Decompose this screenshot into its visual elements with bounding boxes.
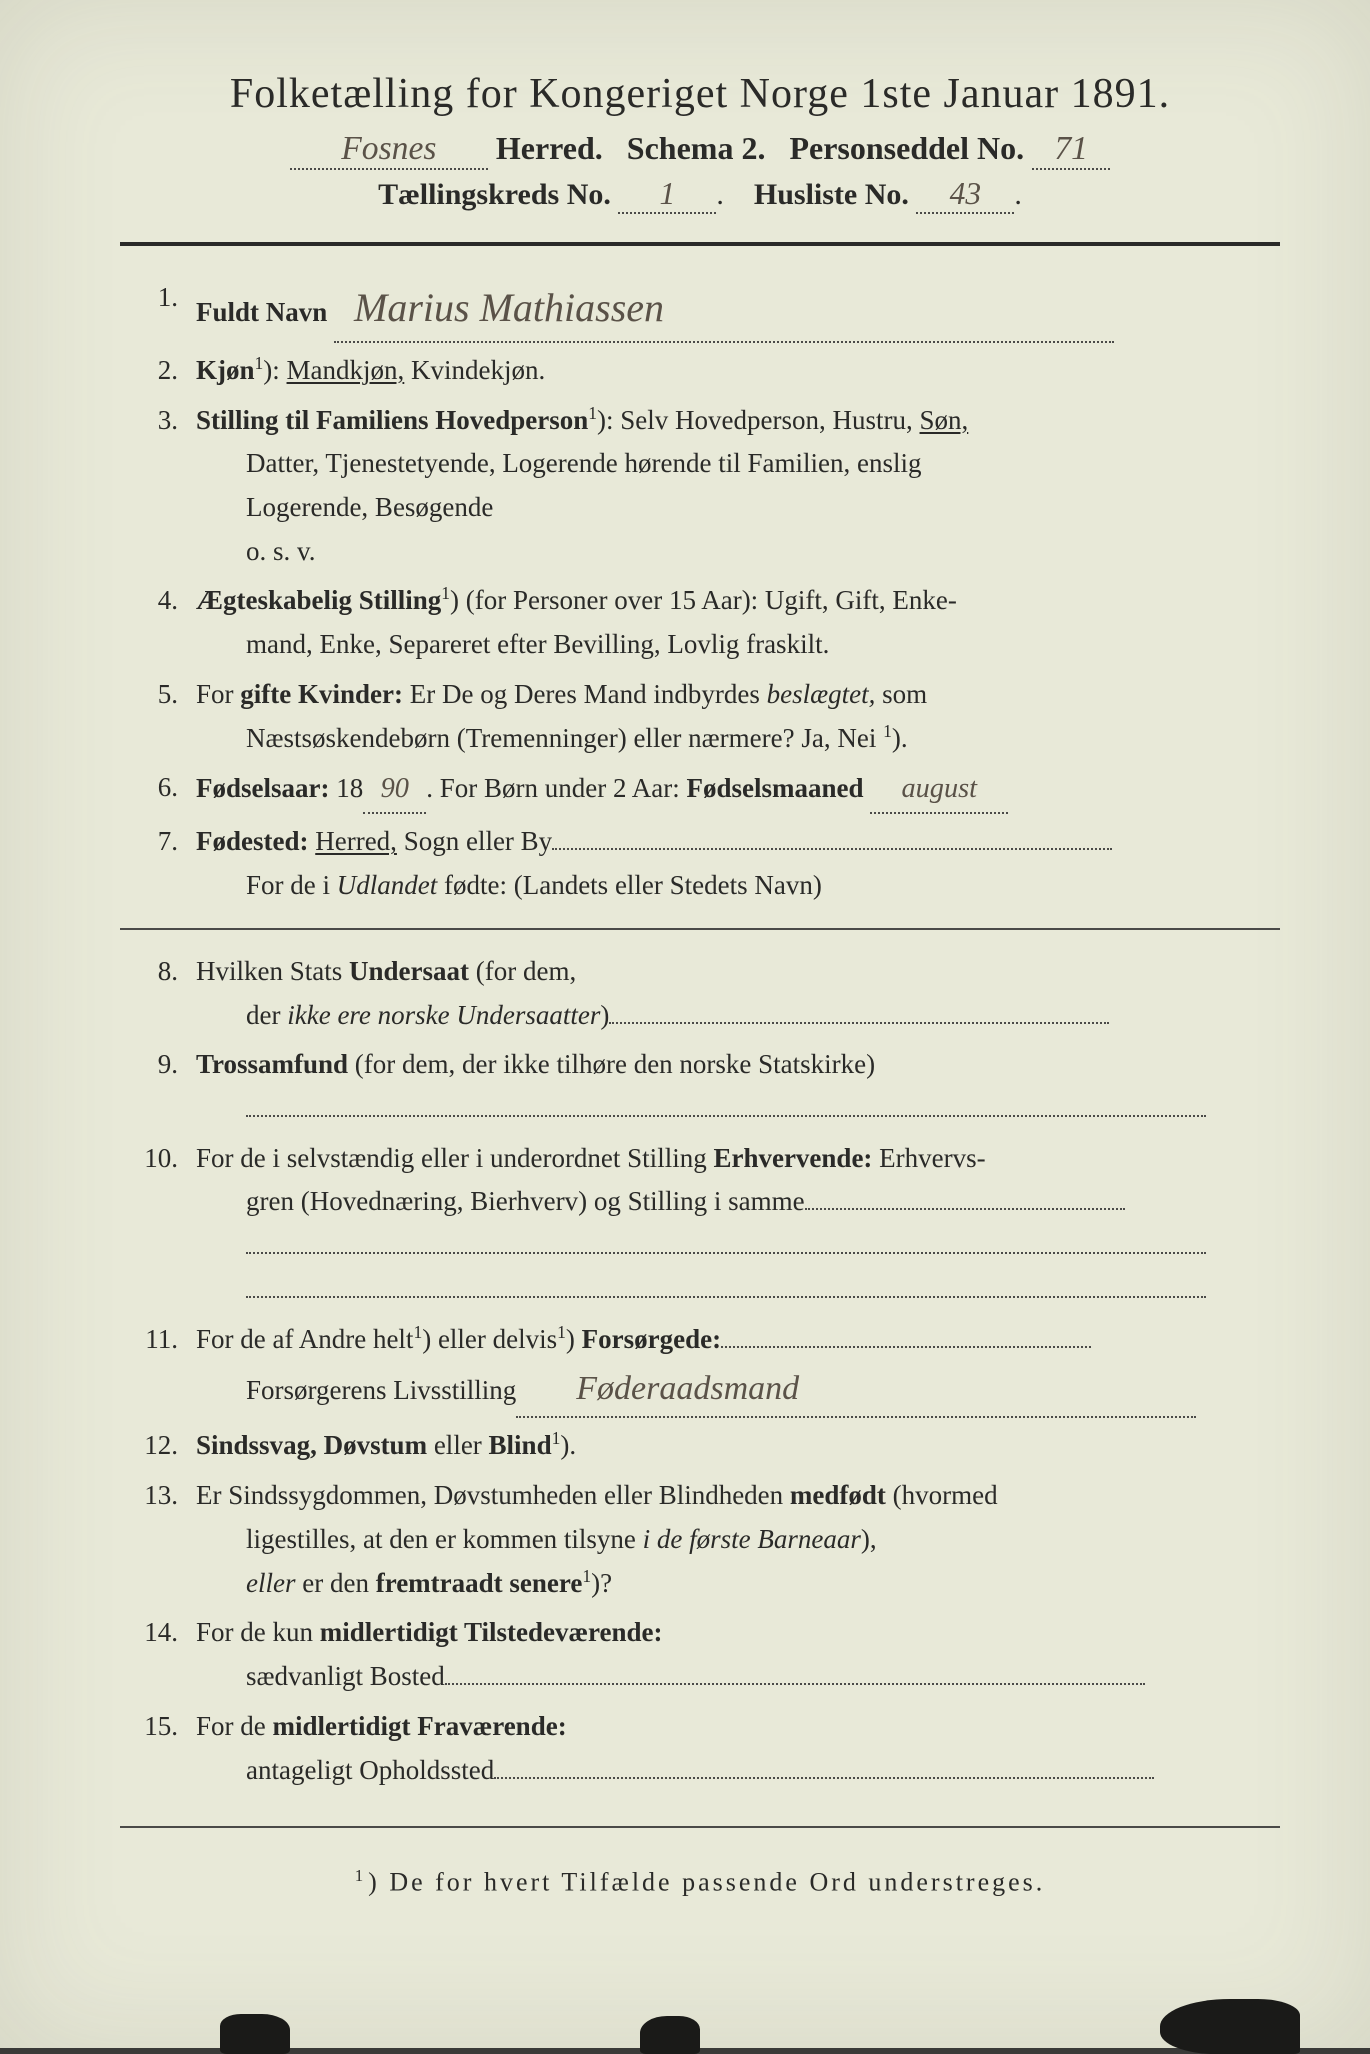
item-2: 2. Kjøn1): Mandkjøn, KKvindekjøn.vindekj…: [120, 349, 1280, 393]
item-7: 7. Fødested: Herred, Sogn eller By For d…: [120, 820, 1280, 907]
paper-damage-icon: [1160, 1999, 1300, 2054]
form-items: 1. Fuldt Navn Marius Mathiassen 2. Kjøn1…: [120, 276, 1280, 1792]
husliste-label: Husliste No.: [754, 178, 909, 211]
item-14: 14. For de kun midlertidigt Tilstedevære…: [120, 1611, 1280, 1698]
census-form-page: Folketælling for Kongeriget Norge 1ste J…: [0, 0, 1370, 2048]
herred-label: Herred.: [496, 130, 603, 166]
kjon-label: Kjøn: [196, 355, 255, 385]
item-6: 6. Fødselsaar: 1890. For Børn under 2 Aa…: [120, 766, 1280, 814]
blind-label: Blind: [489, 1430, 552, 1460]
item-3: 3. Stilling til Familiens Hovedperson1):…: [120, 399, 1280, 574]
fuldt-navn-label: Fuldt Navn: [196, 297, 327, 327]
item-8: 8. Hvilken Stats Undersaat (for dem, der…: [120, 950, 1280, 1037]
schema-label: Schema 2.: [627, 130, 766, 166]
item-13: 13. Er Sindssygdommen, Døvstumheden elle…: [120, 1474, 1280, 1605]
aegteskab-label: Ægteskabelig Stilling: [196, 585, 441, 615]
fuldt-navn-value: Marius Mathiassen: [334, 276, 1114, 343]
item-5: 5. For gifte Kvinder: Er De og Deres Man…: [120, 673, 1280, 760]
header-line-2: Fosnes Herred. Schema 2. Personseddel No…: [120, 130, 1280, 170]
fodselsmaaned-label: Fødselsmaaned: [686, 773, 863, 803]
paper-damage-icon: [640, 2016, 700, 2054]
header-line-3: Tællingskreds No. 1. Husliste No. 43.: [120, 176, 1280, 214]
kjon-kvinde-prefix: K: [411, 355, 431, 385]
gifte-label: gifte Kvinder:: [240, 679, 403, 709]
footnote: 1) De for hvert Tilfælde passende Ord un…: [120, 1866, 1280, 1898]
forsorger-value: Føderaadsmand: [516, 1361, 1196, 1418]
divider-top: [120, 242, 1280, 246]
tilstedevaerende-label: midlertidigt Tilstedeværende:: [320, 1617, 663, 1647]
erhvervende-label: Erhvervende:: [713, 1143, 872, 1173]
fremtraadt-label: fremtraadt senere: [376, 1568, 583, 1598]
item-15: 15. For de midlertidigt Fraværende: anta…: [120, 1705, 1280, 1792]
birth-month-value: august: [870, 766, 1008, 814]
item-10: 10. For de i selvstændig eller i underor…: [120, 1137, 1280, 1312]
item-4: 4. Ægteskabelig Stilling1) (for Personer…: [120, 579, 1280, 666]
sindssvag-label: Sindssvag, Døvstum: [196, 1430, 427, 1460]
herred-value: Fosnes: [290, 130, 488, 170]
husliste-value: 43: [916, 176, 1014, 214]
kreds-value: 1: [618, 176, 716, 214]
paper-damage-icon: [220, 2014, 290, 2054]
stilling-label: Stilling til Familiens Hovedperson: [196, 405, 588, 435]
divider-bottom: [120, 1826, 1280, 1828]
fodested-herred: Herred,: [315, 826, 397, 856]
fodested-label: Fødested:: [196, 826, 308, 856]
trossamfund-label: Trossamfund: [196, 1049, 348, 1079]
personseddel-label: Personseddel No.: [789, 130, 1024, 166]
kjon-mand: Mandkjøn,: [287, 355, 405, 385]
divider-mid: [120, 928, 1280, 930]
forsorgede-label: Forsørgede:: [582, 1324, 721, 1354]
item-12: 12. Sindssvag, Døvstum eller Blind1).: [120, 1424, 1280, 1468]
item-9: 9. Trossamfund (for dem, der ikke tilhør…: [120, 1043, 1280, 1130]
main-title: Folketælling for Kongeriget Norge 1ste J…: [120, 70, 1280, 118]
birth-year-value: 90: [363, 766, 426, 814]
medfodt-label: medfødt: [790, 1480, 886, 1510]
item-11: 11. For de af Andre helt1) eller delvis1…: [120, 1318, 1280, 1419]
kreds-label: Tællingskreds No.: [378, 178, 611, 211]
fravaerende-label: midlertidigt Fraværende:: [273, 1711, 567, 1741]
item-1: 1. Fuldt Navn Marius Mathiassen: [120, 276, 1280, 343]
personseddel-value: 71: [1032, 130, 1110, 170]
undersaat-label: Undersaat: [349, 956, 469, 986]
stilling-son: Søn,: [920, 405, 969, 435]
fodselsaar-label: Fødselsaar:: [196, 773, 329, 803]
form-header: Folketælling for Kongeriget Norge 1ste J…: [120, 70, 1280, 214]
